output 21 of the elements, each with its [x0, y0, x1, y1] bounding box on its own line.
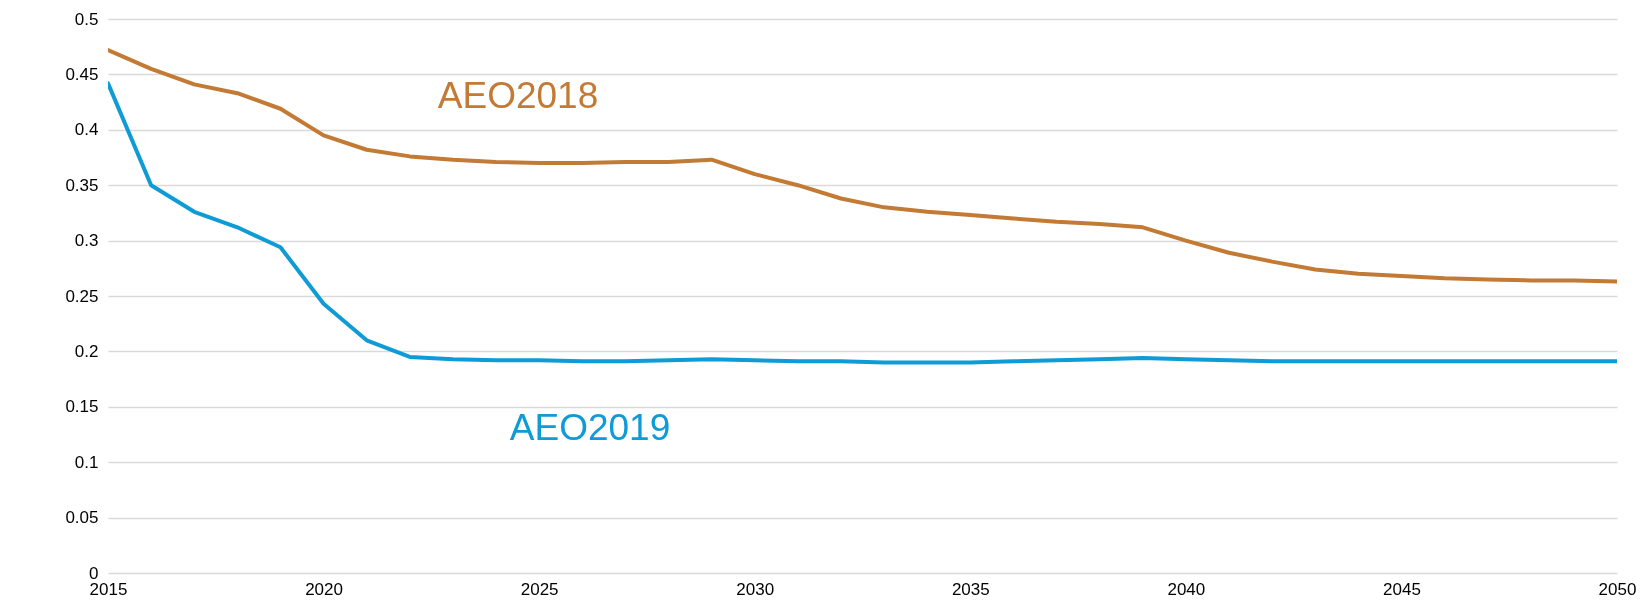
- x-tick-label: 2025: [520, 579, 559, 599]
- line-series: [108, 81, 1617, 365]
- y-tick-label: 0.4: [74, 120, 99, 140]
- y-tick-label: 0.45: [65, 64, 99, 84]
- y-tick-label: 0.5: [74, 9, 99, 29]
- series-label: AEO2019: [509, 407, 671, 448]
- y-tick-label: 0.2: [74, 341, 99, 361]
- x-tick-label: 2035: [951, 579, 990, 599]
- line-series: [108, 48, 1617, 284]
- x-tick-label: 2050: [1598, 579, 1637, 599]
- y-tick-label: 0.05: [65, 508, 99, 528]
- y-tick-label: 0.15: [65, 397, 99, 417]
- y-tick-label: 0.1: [74, 452, 99, 472]
- series-label: AEO2018: [437, 75, 599, 116]
- x-tick-label: 2020: [305, 579, 343, 599]
- x-tick-label: 2040: [1167, 579, 1206, 599]
- y-tick-label: 0.3: [74, 231, 99, 251]
- x-tick-label: 2030: [736, 579, 775, 599]
- y-tick-label: 0.35: [65, 175, 99, 195]
- x-tick-label: 2045: [1383, 579, 1421, 599]
- y-tick-label: 0.25: [65, 286, 99, 306]
